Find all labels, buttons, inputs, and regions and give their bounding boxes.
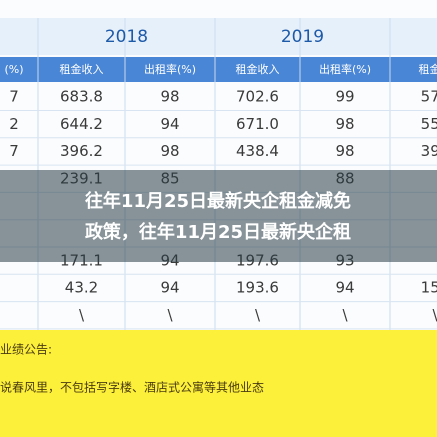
banner-overlay — [0, 170, 437, 262]
table-cell: 683.8 — [60, 88, 103, 106]
table-cell: \ — [342, 306, 348, 324]
table-cell: 193.6 — [236, 279, 279, 297]
notice-box — [0, 330, 437, 437]
table-cell: 43.2 — [65, 279, 98, 297]
table-cell: 94 — [335, 279, 354, 297]
table-cell: 159 — [421, 279, 437, 297]
table-cell: \ — [255, 306, 261, 324]
banner-line: 政策，往年11月25日最新央企租 — [85, 221, 351, 243]
notice-title: 业绩公告: — [0, 343, 52, 357]
table-cell: 98 — [160, 142, 179, 160]
column-header: 租金收入 — [60, 62, 104, 76]
table-cell: 98 — [335, 142, 354, 160]
notice-text: 说春风里，不包括写字楼、酒店式公寓等其他业态 — [0, 380, 264, 395]
column-header: 租金收 — [419, 62, 437, 76]
table-cell: 671.0 — [236, 115, 279, 133]
table-cell: \ — [79, 306, 85, 324]
column-header-row — [0, 57, 437, 82]
year-header: 2019 — [281, 27, 324, 47]
table-cell: 396 — [421, 142, 437, 160]
table-cell: 98 — [160, 88, 179, 106]
column-header: 出租率(%) — [319, 62, 371, 76]
table-cell: 555 — [421, 115, 437, 133]
table-cell: 644.2 — [60, 115, 103, 133]
year-header: 2018 — [105, 27, 148, 47]
table-cell: 438.4 — [236, 142, 279, 160]
table-cell: 2 — [9, 115, 19, 133]
table-cell: \ — [432, 306, 437, 324]
column-header: 出租率(%) — [144, 62, 196, 76]
table-cell: 94 — [160, 279, 179, 297]
table-cell: 396.2 — [60, 142, 103, 160]
table-cell: 571 — [421, 88, 437, 106]
column-header: (%) — [4, 63, 23, 76]
table-cell: 99 — [335, 88, 354, 106]
column-header: 租金收入 — [236, 62, 280, 76]
table-cell: 7 — [9, 142, 19, 160]
table-cell: 702.6 — [236, 88, 279, 106]
table-cell: 98 — [335, 115, 354, 133]
table-cell: \ — [167, 306, 173, 324]
year-header-row — [0, 18, 437, 55]
table-cell: 7 — [9, 88, 19, 106]
banner-line: 往年11月25日最新央企租金减免 — [85, 190, 351, 212]
table-cell: 94 — [160, 115, 179, 133]
